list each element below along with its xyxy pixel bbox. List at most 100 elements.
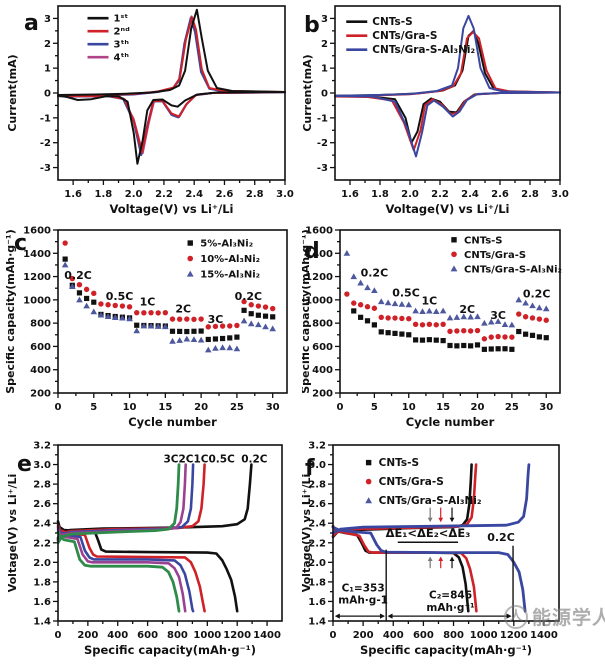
svg-text:400: 400 [383,630,404,641]
svg-text:0: 0 [330,630,337,641]
svg-text:CNTs/Gra-S-Al₃Ni₂: CNTs/Gra-S-Al₃Ni₂ [464,264,562,275]
svg-text:400: 400 [312,365,333,376]
svg-text:30: 30 [266,402,280,413]
svg-text:2.0: 2.0 [308,558,326,569]
svg-text:0.5C: 0.5C [106,290,134,303]
svg-text:0.2C: 0.2C [235,290,263,303]
svg-text:3C: 3C [208,313,224,326]
svg-text:1200: 1200 [305,272,333,283]
svg-text:CNTs-S: CNTs-S [379,457,419,469]
svg-text:2.2: 2.2 [155,189,173,200]
svg-text:2C: 2C [175,303,191,316]
svg-text:CNTs/Gra-S-Al₃Ni₂: CNTs/Gra-S-Al₃Ni₂ [372,44,475,56]
svg-text:2.6: 2.6 [308,499,326,510]
svg-text:5: 5 [371,402,378,413]
svg-text:mAh·g-1: mAh·g-1 [338,594,388,606]
svg-text:-2: -2 [40,138,51,149]
svg-text:3.0: 3.0 [276,189,294,200]
svg-text:f: f [305,456,315,481]
panel-d-rate-cycling-chart: 0 5 10 15 20 25 30 200 400 600 800 1000 1200 1400 1600… [302,220,605,435]
svg-text:CNTs-S: CNTs-S [372,16,412,28]
svg-text:2.8: 2.8 [308,480,326,491]
svg-text:1ˢᵗ: 1ˢᵗ [114,14,129,25]
svg-text:1: 1 [321,64,328,75]
svg-text:3.0: 3.0 [551,189,569,200]
svg-text:-3: -3 [40,163,51,174]
svg-text:0.2C: 0.2C [523,288,551,301]
svg-text:1400: 1400 [23,249,51,260]
svg-text:2.0: 2.0 [401,189,419,200]
svg-text:Specific capacity(mAh·g⁻¹): Specific capacity(mAh·g⁻¹) [302,229,312,394]
svg-text:20: 20 [194,402,208,413]
svg-text:20: 20 [471,402,485,413]
svg-text:200: 200 [312,389,333,400]
svg-text:1.4: 1.4 [33,617,51,628]
svg-text:-2: -2 [317,138,328,149]
svg-text:600: 600 [413,630,434,641]
svg-text:2.2: 2.2 [431,189,449,200]
svg-text:2.4: 2.4 [461,189,479,200]
svg-text:0: 0 [337,402,344,413]
svg-text:25: 25 [505,402,519,413]
svg-text:30: 30 [539,402,553,413]
svg-text:3.2: 3.2 [308,441,326,452]
svg-text:1000: 1000 [470,630,498,641]
svg-text:1.4: 1.4 [308,617,326,628]
svg-text:2: 2 [44,39,51,50]
svg-text:3ᵗʰ: 3ᵗʰ [114,40,130,51]
svg-text:2.0: 2.0 [125,189,143,200]
svg-text:0: 0 [55,402,62,413]
svg-text:-1: -1 [40,113,51,124]
svg-text:800: 800 [312,319,333,330]
svg-text:1.8: 1.8 [33,577,51,588]
svg-text:1400: 1400 [253,630,281,641]
svg-text:2C: 2C [459,303,475,316]
svg-text:0.5C: 0.5C [392,286,420,299]
svg-text:5: 5 [90,402,97,413]
svg-text:1200: 1200 [500,630,528,641]
svg-text:3: 3 [321,14,328,25]
svg-text:2.6: 2.6 [491,189,509,200]
svg-text:2ⁿᵈ: 2ⁿᵈ [114,27,131,38]
svg-text:0: 0 [55,630,62,641]
svg-text:2.4: 2.4 [33,519,51,530]
svg-text:Current(mA): Current(mA) [302,54,314,131]
panel-a-cv-chart: 1.6 1.8 2.0 2.2 2.4 2.6 2.8 3.0 -3 -2 -1 0 1 2 3 Voltag… [0,0,302,220]
svg-text:15: 15 [158,402,172,413]
svg-text:1.6: 1.6 [64,189,82,200]
svg-text:5%-Al₃Ni₂: 5%-Al₃Ni₂ [200,239,253,250]
svg-text:1.6: 1.6 [341,189,359,200]
svg-text:Cycle number: Cycle number [128,415,217,429]
svg-text:3: 3 [44,14,51,25]
svg-text:200: 200 [353,630,374,641]
svg-text:1600: 1600 [305,226,333,237]
svg-text:CNTs/Gra-S-Al₃Ni₂: CNTs/Gra-S-Al₃Ni₂ [379,495,482,507]
svg-text:-3: -3 [317,163,328,174]
svg-text:1600: 1600 [23,226,51,237]
svg-text:1400: 1400 [305,249,333,260]
svg-text:1C: 1C [140,296,156,309]
svg-text:0.2C: 0.2C [241,454,268,466]
svg-text:1: 1 [44,64,51,75]
svg-text:4ᵗʰ: 4ᵗʰ [114,53,130,64]
svg-text:3.0: 3.0 [33,460,51,471]
svg-text:CNTs/Gra-S: CNTs/Gra-S [379,476,444,488]
svg-text:0.2C: 0.2C [64,269,92,282]
svg-text:Voltage(V) vs Li⁺/Li: Voltage(V) vs Li⁺/Li [386,202,510,216]
svg-text:Cycle number: Cycle number [406,415,495,429]
svg-text:2.6: 2.6 [216,189,234,200]
svg-text:0.2C: 0.2C [487,531,515,544]
svg-text:2.8: 2.8 [521,189,539,200]
svg-text:CNTs/Gra-S: CNTs/Gra-S [372,30,437,42]
svg-text:400: 400 [107,630,128,641]
svg-text:2.6: 2.6 [33,499,51,510]
svg-text:1.6: 1.6 [33,597,51,608]
svg-text:2.0: 2.0 [33,558,51,569]
svg-text:1000: 1000 [193,630,221,641]
svg-text:600: 600 [137,630,158,641]
svg-text:1.8: 1.8 [371,189,389,200]
svg-text:1400: 1400 [530,630,558,641]
svg-text:2: 2 [321,39,328,50]
svg-text:10%-Al₃Ni₂: 10%-Al₃Ni₂ [200,254,260,265]
svg-text:b: b [304,13,320,38]
